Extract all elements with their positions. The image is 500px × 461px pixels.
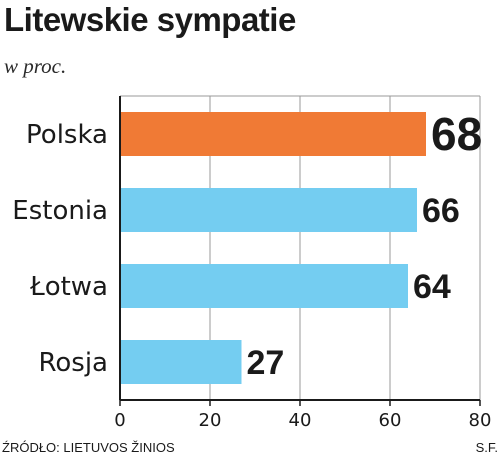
x-tick-label: 60 [379,410,402,431]
x-tick-label: 0 [114,410,125,431]
bar-1 [120,188,417,232]
category-label: Łotwa [29,272,108,302]
category-label: Polska [26,120,108,150]
bar-2 [120,264,408,308]
x-tick-label: 40 [289,410,312,431]
source-note: ŹRÓDŁO: LIETUVOS ŽINIOS [2,440,175,455]
bar-3 [120,340,242,384]
value-label: 64 [413,268,451,306]
value-label: 27 [247,344,285,382]
category-label: Estonia [12,196,108,226]
chart-title: Litewskie sympatie [4,1,296,38]
value-label: 68 [431,108,482,160]
value-label: 66 [422,192,460,230]
author-credit: S.F. [475,440,498,455]
bar-0 [120,112,426,156]
x-tick-label: 80 [469,410,492,431]
chart-subtitle: w proc. [4,54,67,78]
x-tick-label: 20 [199,410,222,431]
category-label: Rosja [38,348,108,378]
